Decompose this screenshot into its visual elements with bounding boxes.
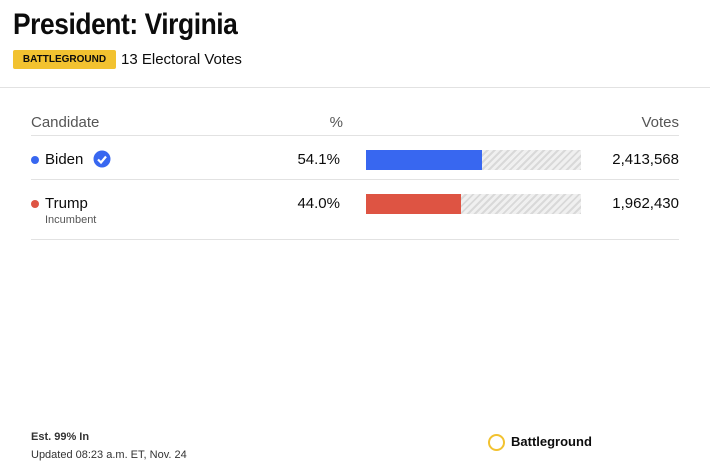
vote-bar <box>366 150 483 170</box>
bar-track <box>366 150 581 170</box>
percent: 44.0% <box>297 195 340 212</box>
column-header: % <box>329 114 343 131</box>
percent: 54.1% <box>297 151 340 168</box>
legend-label: Battleground <box>511 434 592 449</box>
candidate-name: Biden <box>45 151 84 168</box>
winner-check <box>93 150 111 168</box>
row-divider <box>31 135 679 136</box>
title: President: Virginia <box>13 8 238 41</box>
bar-track <box>366 194 581 214</box>
votes: 2,413,568 <box>612 151 679 168</box>
candidate-note: Incumbent <box>45 214 97 226</box>
candidate-name: Trump <box>45 195 88 212</box>
candidate-dot <box>31 200 39 208</box>
row-divider <box>31 239 679 240</box>
column-header: Candidate <box>31 114 100 131</box>
row-divider <box>31 179 679 180</box>
electoral-votes: 13 Electoral Votes <box>121 51 242 68</box>
legend-icon <box>488 434 505 451</box>
column-header: Votes <box>641 114 679 131</box>
divider <box>0 87 710 88</box>
candidate-dot <box>31 156 39 164</box>
votes: 1,962,430 <box>612 195 679 212</box>
vote-bar <box>366 194 461 214</box>
estimate: Est. 99% In <box>31 431 90 443</box>
updated: Updated 08:23 a.m. ET, Nov. 24 <box>31 449 187 461</box>
badge: BATTLEGROUND <box>13 50 116 69</box>
